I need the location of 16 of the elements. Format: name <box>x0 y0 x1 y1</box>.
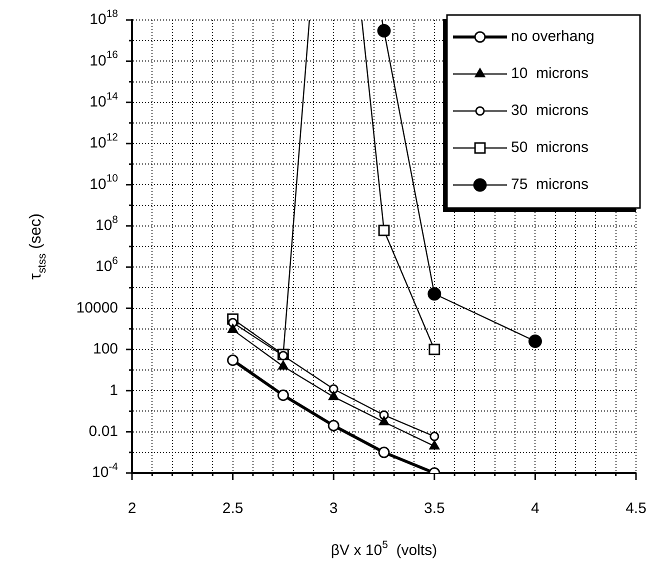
y-axis-title: τstss (sec) <box>27 213 48 280</box>
x-tick-label: 3 <box>329 500 338 518</box>
legend-label: no overhang <box>511 28 594 46</box>
legend-label: 75 microns <box>511 176 589 194</box>
x-tick-label: 4 <box>531 500 540 518</box>
y-tick-label: 10000 <box>76 299 118 316</box>
legend-label: 50 microns <box>511 139 589 156</box>
y-tick-label: 0.01 <box>88 422 118 440</box>
legend-label: 10 microns <box>511 65 589 82</box>
y-tick-label: 1 <box>110 382 118 399</box>
x-tick-label: 3.5 <box>424 500 445 518</box>
x-tick-label: 4.5 <box>626 500 646 518</box>
x-tick-label: 2 <box>128 500 136 518</box>
x-tick-label: 2.5 <box>222 500 244 518</box>
y-tick-label: 100 <box>92 340 118 358</box>
legend-label: 30 microns <box>511 102 589 120</box>
